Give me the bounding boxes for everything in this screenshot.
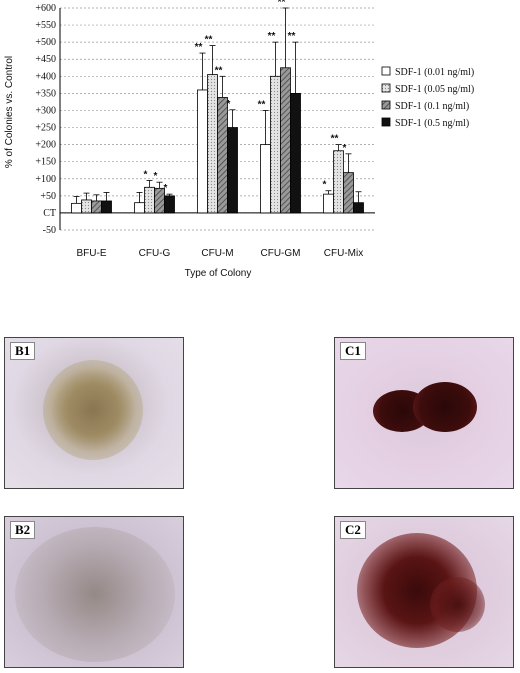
y-tick-labels: +600 +550 +500 +450 +400 +350 +300 +250 +200 +150… xyxy=(35,3,56,236)
significance-label: * xyxy=(343,143,347,154)
bar xyxy=(290,92,301,214)
colony-cells xyxy=(43,360,143,460)
legend-label: SDF-1 (0.1 ng/ml) xyxy=(395,101,469,112)
bar xyxy=(207,74,218,214)
significance-label: * xyxy=(227,99,231,110)
category-label: CFU-G xyxy=(139,248,171,259)
micrograph-b1: B1 xyxy=(4,337,184,489)
significance-label: ** xyxy=(288,31,296,42)
legend-label: SDF-1 (0.05 ng/ml) xyxy=(395,84,474,95)
colony-cells xyxy=(15,527,175,662)
colony-cells xyxy=(413,382,477,432)
significance-label: ** xyxy=(278,0,286,8)
bar xyxy=(164,195,175,214)
y-tick-label: +450 xyxy=(35,54,56,65)
significance-label: ** xyxy=(258,99,266,110)
bar xyxy=(323,193,334,214)
y-tick-label: -50 xyxy=(43,225,56,236)
y-axis-label: % of Colonies vs. Control xyxy=(4,56,15,168)
bar xyxy=(144,186,155,214)
significance-label: ** xyxy=(205,35,213,46)
legend: SDF-1 (0.01 ng/ml) SDF-1 (0.05 ng/ml) SDF-… xyxy=(381,66,474,129)
panel-label: B1 xyxy=(10,342,36,360)
legend-label: SDF-1 (0.5 ng/ml) xyxy=(395,118,469,129)
y-tick-label: +250 xyxy=(35,123,56,134)
legend-swatch xyxy=(381,100,391,110)
bar-chart: * ********* ************ +600+550+500+450+… xyxy=(4,0,474,279)
category-label: CFU-Mix xyxy=(324,248,363,259)
legend-swatch xyxy=(381,66,391,76)
bar xyxy=(270,75,281,214)
colony-cells xyxy=(430,577,485,632)
panel-label: B2 xyxy=(10,521,36,539)
y-tick-label: +600 xyxy=(35,3,56,14)
significance-label: ** xyxy=(195,42,203,53)
category-label: CFU-M xyxy=(201,248,233,259)
y-tick-label: +150 xyxy=(35,157,56,168)
micrograph-b2: B2 xyxy=(4,516,184,668)
bar xyxy=(333,150,344,214)
bar xyxy=(134,202,145,214)
y-tick-label: CT xyxy=(43,208,56,219)
micrograph-c2: C2 xyxy=(334,516,514,668)
x-axis-label: Type of Colony xyxy=(185,268,252,279)
bar xyxy=(217,97,228,214)
y-tick-label: +200 xyxy=(35,140,56,151)
y-tick-label: +500 xyxy=(35,37,56,48)
bar xyxy=(260,144,271,214)
significance-label: * xyxy=(164,183,168,194)
significance-label: * xyxy=(323,180,327,191)
legend-label: SDF-1 (0.01 ng/ml) xyxy=(395,67,474,78)
bar xyxy=(71,202,82,214)
significance-label: * xyxy=(154,171,158,182)
y-tick-label: +550 xyxy=(35,20,56,31)
significance-label: ** xyxy=(268,31,276,42)
category-label: BFU-E xyxy=(77,248,107,259)
significance-label: * xyxy=(144,169,148,180)
category-labels: BFU-E CFU-G CFU-M CFU-GM CFU-Mix xyxy=(77,248,364,259)
bar xyxy=(101,200,112,214)
category-label: CFU-GM xyxy=(261,248,301,259)
y-tick-label: +100 xyxy=(35,174,56,185)
significance-label: ** xyxy=(215,65,223,76)
legend-swatch xyxy=(381,83,391,93)
bar xyxy=(91,200,102,214)
bars: * ********* ************ xyxy=(71,0,364,214)
legend-swatch xyxy=(381,117,391,127)
bar xyxy=(81,199,92,214)
panel-label: C1 xyxy=(340,342,366,360)
y-tick-label: +350 xyxy=(35,88,56,99)
significance-label: ** xyxy=(331,134,339,145)
bar xyxy=(197,89,208,214)
bar xyxy=(280,67,291,214)
y-tick-label: +300 xyxy=(35,105,56,116)
bar xyxy=(343,172,354,214)
y-tick-label: +400 xyxy=(35,71,56,82)
panel-label: C2 xyxy=(340,521,366,539)
bar xyxy=(353,202,364,214)
y-tick-label: +50 xyxy=(40,191,56,202)
bar xyxy=(227,127,238,214)
micrograph-c1: C1 xyxy=(334,337,514,489)
